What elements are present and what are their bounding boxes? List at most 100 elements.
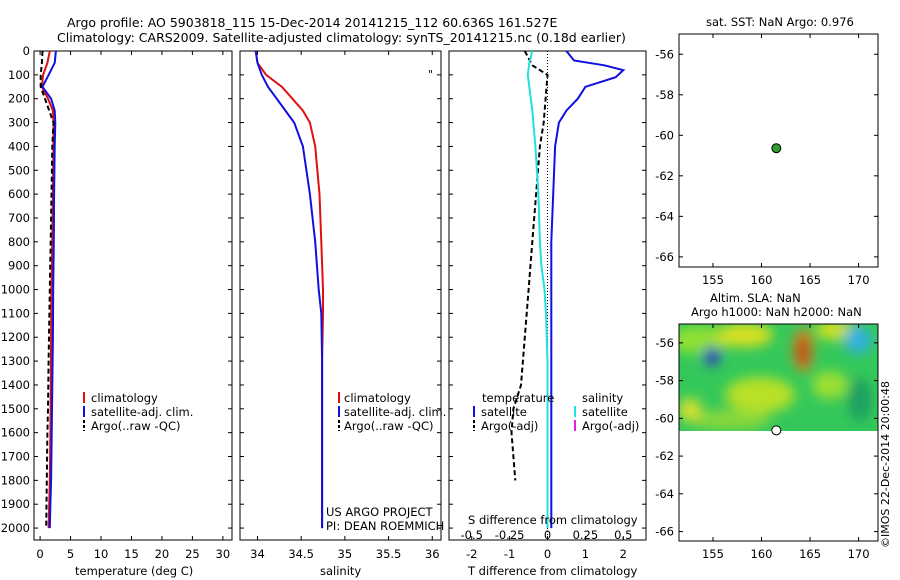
sst-map-title: sat. SST: NaN Argo: 0.976 (706, 15, 854, 29)
salinity-marker: " (428, 68, 433, 81)
temperature-ytick-label: 1700 (1, 450, 30, 464)
diff-legend-t-argo: Argo(-adj) (481, 419, 538, 433)
diff-legend-t-satellite: satellite (481, 405, 527, 419)
temperature-ytick-label: 0 (23, 44, 30, 58)
sst-map-ytick-label: -58 (655, 88, 674, 102)
difference-legend: temperature satellite Argo(-adj) salinit… (468, 391, 639, 527)
temperature-xtick-label: 10 (94, 547, 109, 561)
sla-map-ytick-label: -64 (655, 487, 674, 501)
credit-text: ©IMOS 22-Dec-2014 20:00:48 (879, 381, 892, 548)
temperature-xtick-label: 25 (185, 547, 200, 561)
salinity-legend-argo: Argo(..raw -QC) (344, 419, 434, 433)
diff-legend-s-argo: Argo(-adj) (582, 419, 639, 433)
temperature-ytick-label: 1600 (1, 426, 30, 440)
sla-map-ytick-label: -62 (655, 449, 674, 463)
temperature-xtick-label: 20 (155, 547, 170, 561)
sst-map-xtick-label: 155 (702, 273, 724, 287)
sst-map-frame (678, 33, 879, 268)
temperature-series-argo-raw-qc- (39, 50, 55, 529)
temperature-legend-climatology: climatology (91, 391, 158, 405)
difference-xtick-label: 2 (620, 547, 627, 561)
salinity-note-pi: PI: DEAN ROEMMICH (326, 519, 444, 533)
temperature-ytick-label: 1300 (1, 354, 30, 368)
difference-series-salinity-satellite (526, 50, 549, 529)
sla-map-title-2: Argo h1000: NaN h2000: NaN (691, 305, 862, 319)
temperature-legend-satellite: satellite-adj. clim. (91, 405, 193, 419)
sla-map-xtick-label: 155 (702, 547, 724, 561)
sla-map-frame (678, 323, 879, 542)
diff-legend-salinity-title: salinity (582, 391, 623, 405)
difference-x2tick-label: 0.5 (614, 528, 632, 542)
temperature-ytick-label: 1100 (1, 306, 30, 320)
difference-x2tick-label: 0.25 (573, 528, 599, 542)
salinity-legend: climatology satellite-adj. clim. Argo(..… (326, 68, 446, 533)
sla-map-xtick-label: 170 (848, 547, 870, 561)
difference-x2tick-label: -0.25 (495, 528, 525, 542)
temperature-ytick-label: 1500 (1, 402, 30, 416)
temperature-ytick-label: 100 (8, 68, 30, 82)
salinity-legend-satellite: satellite-adj. clim. (344, 405, 446, 419)
temperature-ytick-label: 300 (8, 116, 30, 130)
sst-map-xtick-label: 170 (848, 273, 870, 287)
temperature-ytick-label: 1800 (1, 473, 30, 487)
temperature-ytick-label: 1900 (1, 497, 30, 511)
diff-legend-s-satellite: satellite (582, 405, 628, 419)
temperature-xtick-label: 30 (216, 547, 231, 561)
salinity-xtick-label: 34.5 (288, 547, 314, 561)
temperature-ytick-label: 400 (8, 139, 30, 153)
salinity-series-climatology (254, 50, 324, 529)
sla-map-ytick-label: -60 (655, 411, 674, 425)
difference-xtick-label: 0 (544, 547, 551, 561)
diff-top-axis-label: S difference from climatology (468, 513, 638, 527)
temperature-series-satellite-adj-clim- (41, 50, 57, 529)
sla-map-xtick-label: 165 (799, 547, 821, 561)
temperature-legend-argo: Argo(..raw -QC) (91, 419, 181, 433)
salinity-xtick-label: 35 (338, 547, 353, 561)
difference-xtick-label: -2 (466, 547, 477, 561)
sla-map-title-1: Altim. SLA: NaN (710, 291, 801, 305)
sst-map-ytick-label: -66 (655, 250, 674, 264)
salinity-xlabel: salinity (320, 564, 361, 578)
temperature-legend: climatology satellite-adj. clim. Argo(..… (83, 391, 193, 433)
temperature-ytick-label: 600 (8, 187, 30, 201)
temperature-ytick-label: 900 (8, 259, 30, 273)
salinity-legend-climatology: climatology (344, 391, 411, 405)
sla-map-ytick-label: -58 (655, 374, 674, 388)
temperature-xtick-label: 15 (124, 547, 139, 561)
temperature-ytick-label: 700 (8, 211, 30, 225)
temperature-ytick-label: 500 (8, 163, 30, 177)
difference-xtick-label: -1 (504, 547, 515, 561)
sst-map-xtick-label: 165 (799, 273, 821, 287)
temperature-panel-frame (33, 50, 233, 541)
temperature-xtick-label: 5 (67, 547, 74, 561)
temperature-ytick-label: 1200 (1, 330, 30, 344)
difference-xtick-label: 1 (582, 547, 589, 561)
temperature-ytick-label: 800 (8, 235, 30, 249)
salinity-note-project: US ARGO PROJECT (326, 505, 434, 519)
temperature-ytick-label: 2000 (1, 521, 30, 535)
temperature-ytick-label: 1400 (1, 378, 30, 392)
sst-map-ytick-label: -62 (655, 169, 674, 183)
sla-heatmap (679, 324, 878, 431)
sla-map-ytick-label: -56 (655, 336, 674, 350)
temperature-ytick-label: 200 (8, 92, 30, 106)
difference-series-temperature-argo-adj- (510, 50, 549, 481)
salinity-xtick-label: 34 (250, 547, 265, 561)
difference-x2tick-label: 0 (544, 528, 551, 542)
salinity-panel-frame (239, 50, 442, 541)
temperature-ytick-label: 1000 (1, 283, 30, 297)
sst-map-ytick-label: -56 (655, 47, 674, 61)
temperature-series-climatology (40, 50, 55, 529)
salinity-series-satellite-adj-clim- (254, 50, 324, 529)
difference-xlabel: T difference from climatology (467, 564, 638, 578)
sst-map-ytick-label: -64 (655, 209, 674, 223)
salinity-xtick-label: 35.5 (376, 547, 402, 561)
sst-map-xtick-label: 160 (751, 273, 773, 287)
difference-series-temperature-satellite (550, 50, 626, 529)
salinity-xtick-label: 36 (425, 547, 440, 561)
sla-map-ytick-label: -66 (655, 525, 674, 539)
difference-x2tick-label: -0.5 (461, 528, 483, 542)
temperature-xtick-label: 0 (36, 547, 43, 561)
sla-map-argo-position (771, 425, 782, 436)
